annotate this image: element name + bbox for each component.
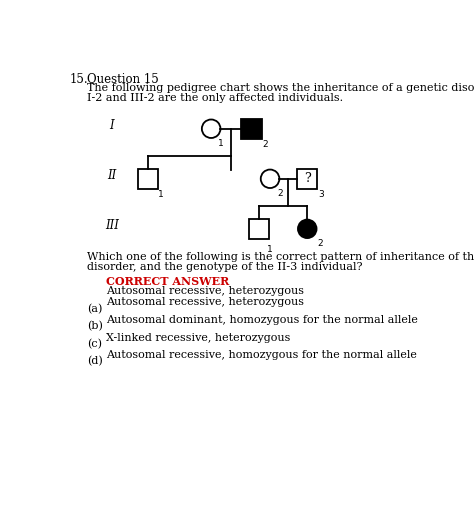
Bar	[137, 169, 158, 189]
Text: III: III	[105, 219, 119, 232]
Text: I: I	[109, 119, 114, 132]
Text: Autosomal dominant, homozygous for the normal allele: Autosomal dominant, homozygous for the n…	[106, 315, 418, 325]
Text: disorder, and the genotype of the II-3 individual?: disorder, and the genotype of the II-3 i…	[87, 262, 363, 272]
Text: The following pedigree chart shows the inheritance of a genetic disorder.: The following pedigree chart shows the i…	[87, 83, 474, 93]
Text: II: II	[107, 169, 117, 182]
Text: Autosomal recessive, heterozygous: Autosomal recessive, heterozygous	[106, 297, 304, 307]
Bar	[249, 219, 269, 239]
Text: (d): (d)	[87, 356, 103, 366]
Bar	[297, 169, 317, 189]
Text: Autosomal recessive, homozygous for the normal allele: Autosomal recessive, homozygous for the …	[106, 350, 417, 359]
Text: Which one of the following is the correct pattern of inheritance of the: Which one of the following is the correc…	[87, 252, 474, 262]
Text: 2: 2	[262, 140, 268, 148]
Text: 3: 3	[318, 190, 324, 199]
Text: 15.: 15.	[70, 72, 89, 85]
Text: (a): (a)	[87, 304, 102, 314]
Text: CORRECT ANSWER: CORRECT ANSWER	[106, 276, 229, 287]
Circle shape	[298, 219, 317, 238]
Text: 1: 1	[267, 245, 273, 254]
Text: Autosomal recessive, heterozygous: Autosomal recessive, heterozygous	[106, 286, 304, 296]
Text: 1: 1	[158, 190, 164, 199]
Text: I-2 and III-2 are the only affected individuals.: I-2 and III-2 are the only affected indi…	[87, 93, 343, 103]
Text: Question 15: Question 15	[87, 72, 159, 85]
Text: 2: 2	[277, 189, 283, 198]
Text: (c): (c)	[87, 339, 102, 349]
Text: (b): (b)	[87, 321, 103, 331]
Text: 1: 1	[218, 139, 224, 148]
Text: 2: 2	[317, 239, 323, 248]
Bar	[241, 119, 262, 139]
Text: ?: ?	[304, 171, 310, 184]
Text: X-linked recessive, heterozygous: X-linked recessive, heterozygous	[106, 333, 290, 343]
